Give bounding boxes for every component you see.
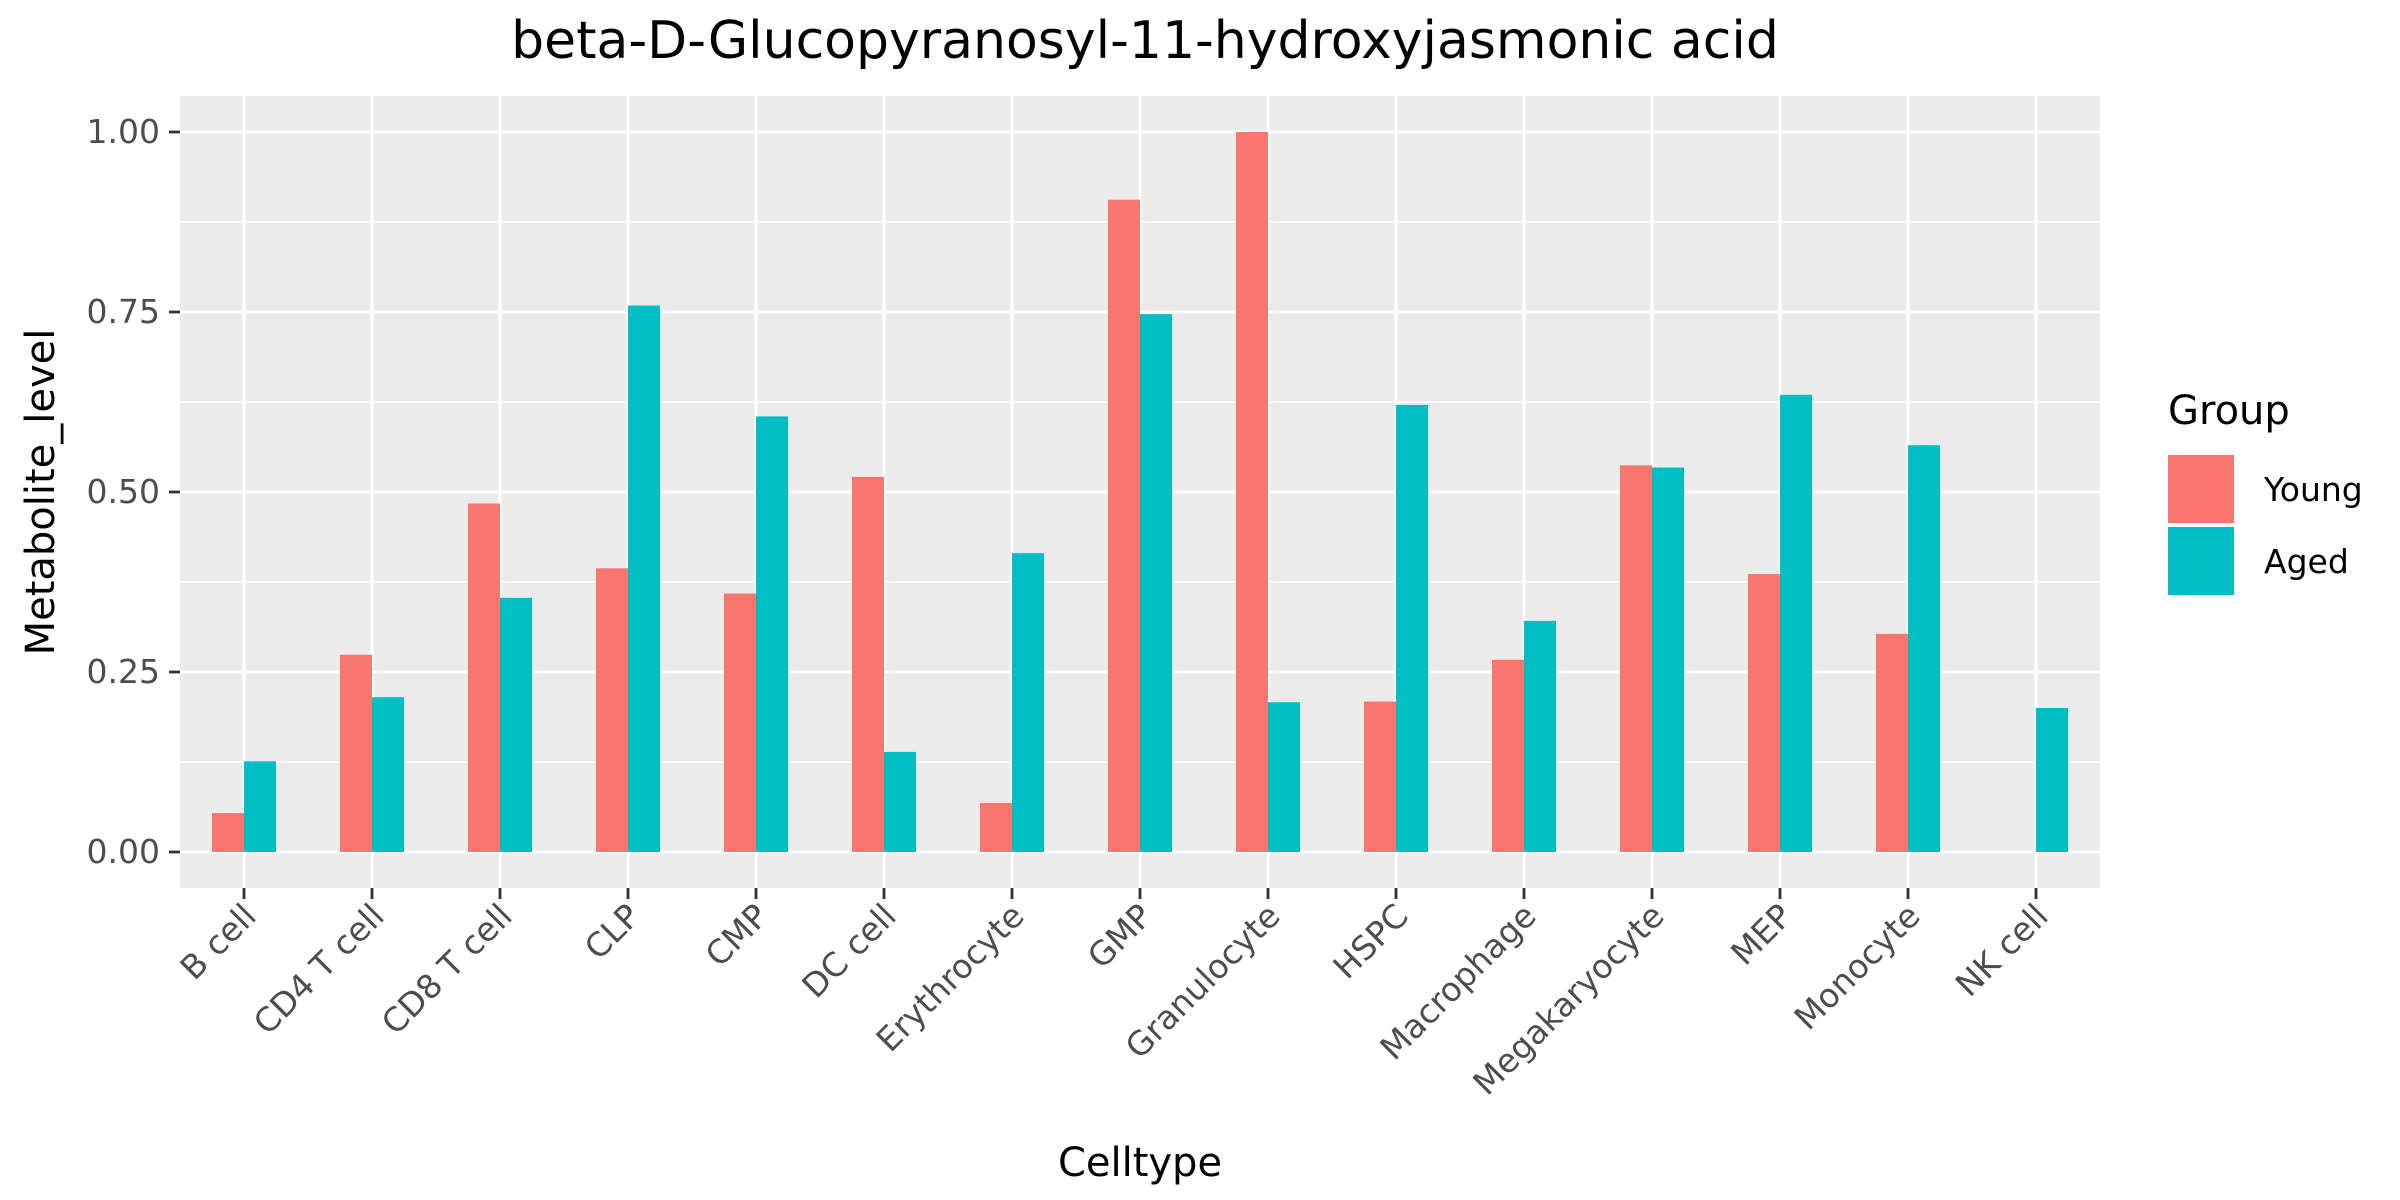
chart-title: beta-D-Glucopyranosyl-11-hydroxyjasmonic… xyxy=(511,11,1779,71)
legend-key-young xyxy=(2168,455,2234,523)
bar-young-cd8-t-cell xyxy=(468,503,500,852)
bar-aged-mep xyxy=(1780,394,1812,852)
x-tick-label: CLP xyxy=(577,896,648,967)
y-tick-label: 0.00 xyxy=(87,832,160,871)
bar-young-macrophage xyxy=(1492,659,1524,852)
bar-aged-cd4-t-cell xyxy=(372,697,404,852)
bar-aged-gmp xyxy=(1140,314,1172,852)
y-axis: 0.00 0.25 0.50 0.75 1.00 xyxy=(87,112,180,871)
bar-aged-erythrocyte xyxy=(1012,553,1044,852)
bar-young-cd4-t-cell xyxy=(340,654,372,852)
legend: Group Young Aged xyxy=(2168,388,2363,595)
x-tick-label: CD8 T cell xyxy=(374,896,520,1042)
legend-items: Young Aged xyxy=(2168,455,2363,595)
bar-aged-clp xyxy=(628,305,660,852)
bar-young-b-cell xyxy=(212,813,244,852)
legend-key-aged xyxy=(2168,527,2234,595)
y-tick-label: 1.00 xyxy=(87,112,160,151)
x-tick-label: Monocyte xyxy=(1786,896,1927,1037)
bar-young-granulocyte xyxy=(1236,132,1268,852)
x-tick-label: DC cell xyxy=(794,896,903,1005)
x-tick-label: NK cell xyxy=(1948,896,2056,1004)
bar-young-dc-cell xyxy=(852,476,884,852)
bar-young-mep xyxy=(1748,574,1780,852)
legend-label-aged: Aged xyxy=(2264,542,2349,581)
bar-young-erythrocyte xyxy=(980,803,1012,852)
bar-aged-megakaryocyte xyxy=(1652,467,1684,852)
bar-aged-hspc xyxy=(1396,404,1428,852)
bar-aged-granulocyte xyxy=(1268,702,1300,852)
bar-young-clp xyxy=(596,568,628,852)
x-axis-title: Celltype xyxy=(1058,1140,1222,1186)
bar-young-megakaryocyte xyxy=(1620,465,1652,852)
bar-young-hspc xyxy=(1364,701,1396,852)
x-tick-label: CMP xyxy=(698,896,776,974)
bar-aged-nk-cell xyxy=(2036,708,2068,852)
x-tick-label: CD4 T cell xyxy=(246,896,392,1042)
bars xyxy=(212,132,2068,852)
bar-aged-monocyte xyxy=(1908,445,1940,852)
bar-young-gmp xyxy=(1108,199,1140,852)
bar-aged-b-cell xyxy=(244,761,276,852)
bar-aged-dc-cell xyxy=(884,751,916,852)
bar-aged-cmp xyxy=(756,416,788,852)
y-axis-title: Metabolite_level xyxy=(18,329,64,656)
x-tick-label: GMP xyxy=(1080,896,1160,976)
legend-label-young: Young xyxy=(2263,470,2363,509)
legend-title: Group xyxy=(2168,388,2290,434)
x-tick-label: B cell xyxy=(172,896,263,987)
x-tick-label: HSPC xyxy=(1325,896,1415,986)
bar-aged-macrophage xyxy=(1524,620,1556,852)
x-tick-label: MEP xyxy=(1723,896,1800,973)
bar-young-monocyte xyxy=(1876,633,1908,852)
y-tick-label: 0.75 xyxy=(87,292,160,331)
y-tick-label: 0.50 xyxy=(87,472,160,511)
bar-young-cmp xyxy=(724,593,756,852)
bar-aged-cd8-t-cell xyxy=(500,597,532,852)
y-tick-label: 0.25 xyxy=(87,652,160,691)
